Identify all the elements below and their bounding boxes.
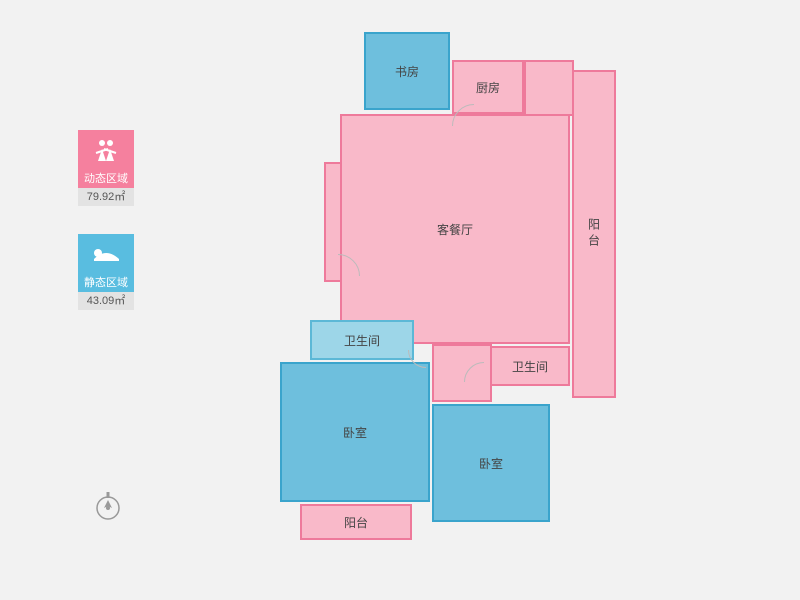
- room-label: 书房: [395, 63, 419, 80]
- room-living: 客餐厅: [340, 114, 570, 344]
- room-label: 阳台: [344, 514, 368, 531]
- room-bath2: 卫生间: [490, 346, 570, 386]
- legend-dynamic-label: 动态区域: [78, 170, 134, 188]
- room-label: 阳台: [586, 218, 603, 250]
- legend-static-label: 静态区域: [78, 274, 134, 292]
- room-label: 客餐厅: [437, 221, 473, 238]
- room-study: 书房: [364, 32, 450, 110]
- room-label: 卧室: [343, 424, 367, 441]
- compass-icon: [92, 490, 124, 522]
- room-bed1: 卧室: [280, 362, 430, 502]
- people-icon: [78, 130, 134, 170]
- legend-static-value: 43.09㎡: [78, 292, 134, 310]
- room-bath1: 卫生间: [310, 320, 414, 360]
- room-balcony-south: 阳台: [300, 504, 412, 540]
- legend: 动态区域 79.92㎡ 静态区域 43.09㎡: [78, 130, 138, 338]
- room-label: 厨房: [476, 79, 500, 96]
- room-label: 卫生间: [344, 332, 380, 349]
- sleep-icon: [78, 234, 134, 274]
- legend-static: 静态区域 43.09㎡: [78, 234, 138, 310]
- legend-dynamic: 动态区域 79.92㎡: [78, 130, 138, 206]
- corner-fill: [524, 60, 574, 116]
- room-balcony-east: 阳台: [572, 70, 616, 398]
- room-label: 卧室: [479, 455, 503, 472]
- legend-dynamic-value: 79.92㎡: [78, 188, 134, 206]
- room-bed2: 卧室: [432, 404, 550, 522]
- room-label: 卫生间: [512, 358, 548, 375]
- floor-plan: 书房 厨房 客餐厅 阳台 卫生间 卫生间 卧室 卧室 阳台: [280, 32, 700, 572]
